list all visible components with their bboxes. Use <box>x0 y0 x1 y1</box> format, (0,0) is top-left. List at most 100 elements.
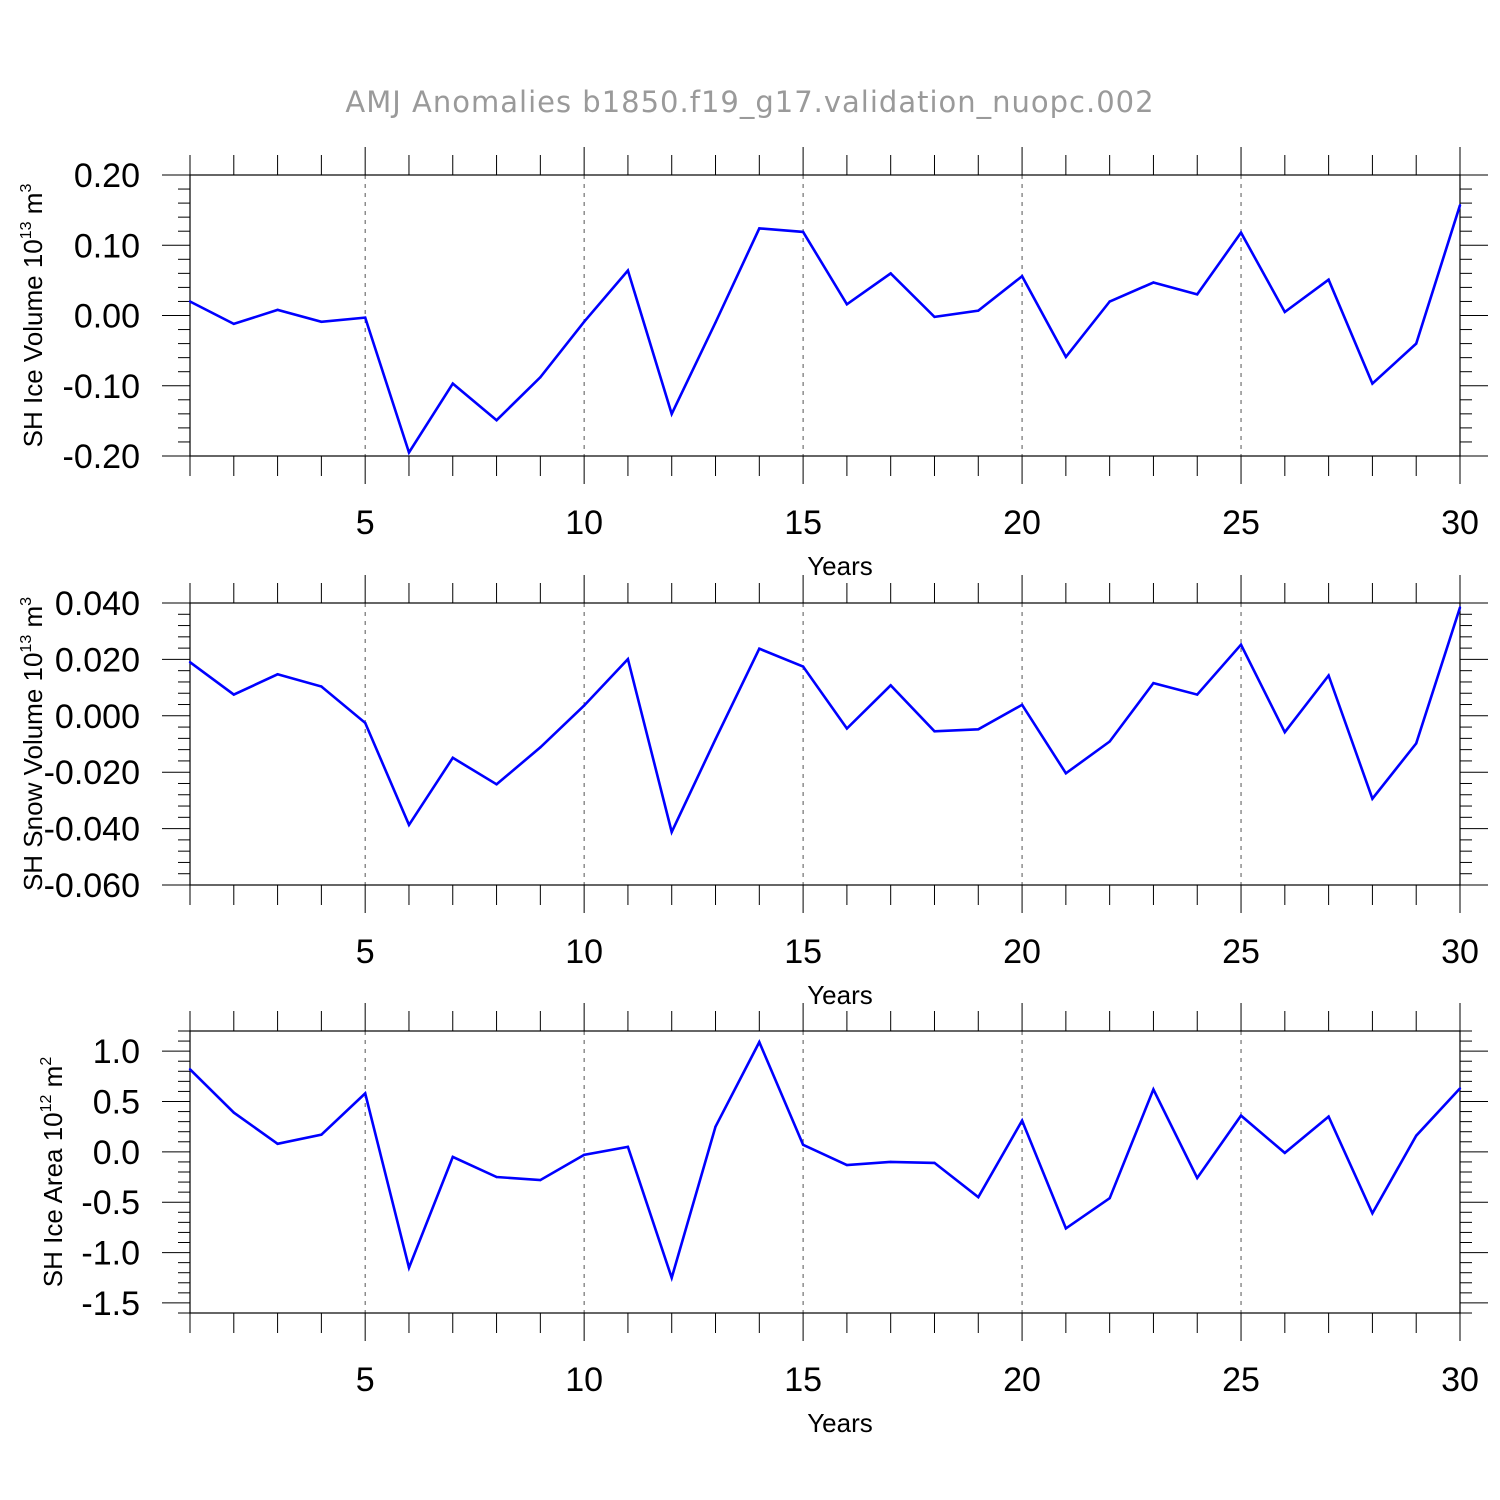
y-tick-label: -0.060 <box>44 867 140 905</box>
data-point <box>845 727 849 730</box>
data-point <box>1458 1087 1462 1090</box>
data-point <box>363 721 367 725</box>
x-tick-label: 20 <box>1003 1361 1041 1399</box>
data-point <box>320 1133 323 1136</box>
x-tick-label: 30 <box>1441 1361 1479 1399</box>
x-tick-label: 15 <box>784 933 822 971</box>
x-tick-label: 5 <box>356 933 375 971</box>
y-tick-label: -0.020 <box>44 754 140 792</box>
data-point <box>582 320 586 324</box>
x-tick-label: 25 <box>1222 1361 1260 1399</box>
data-point <box>276 1142 279 1146</box>
data-point <box>714 1125 717 1128</box>
data-point <box>670 1276 673 1279</box>
data-point <box>1239 231 1243 234</box>
data-point <box>714 321 717 324</box>
data-point <box>1064 1227 1068 1230</box>
data-point <box>363 316 367 319</box>
data-point <box>320 320 323 324</box>
data-point <box>1152 681 1155 685</box>
series-line <box>189 204 1462 456</box>
x-tick-label: 5 <box>356 1361 375 1399</box>
data-point <box>801 1143 805 1147</box>
data-point <box>188 661 192 664</box>
y-tick-label: 0.20 <box>74 157 140 195</box>
data-point <box>188 1068 192 1071</box>
figure-title: AMJ Anomalies b1850.f19_g17.validation_n… <box>345 85 1154 119</box>
data-point <box>670 412 673 416</box>
y-tick-label: 0.020 <box>55 641 140 679</box>
data-point <box>276 308 279 312</box>
data-point <box>1064 355 1068 359</box>
data-point <box>626 1145 630 1149</box>
x-tick-label: 20 <box>1003 933 1041 971</box>
plot-frame <box>189 602 1461 886</box>
data-point <box>1108 300 1111 303</box>
x-tick-label: 30 <box>1441 933 1479 971</box>
data-point <box>1020 274 1024 278</box>
data-point <box>933 1161 936 1165</box>
data-point <box>582 1153 586 1157</box>
chart-panel-2: 5 10 15 20 25 30 Years -0.060 -0.040 -0.020 0.000 0… <box>18 575 1488 1010</box>
x-axis-title: Years <box>807 980 873 1010</box>
data-point <box>232 1111 235 1114</box>
data-point <box>1371 1212 1374 1215</box>
data-point <box>451 756 454 760</box>
data-point <box>232 322 235 326</box>
y-axis-title: SH Ice Area 1012 m2 <box>38 1057 68 1288</box>
x-tick-label: 25 <box>1222 504 1260 542</box>
data-point <box>539 376 542 379</box>
data-point <box>407 451 411 454</box>
x-tick-label: 10 <box>565 504 603 542</box>
data-point <box>1239 1114 1243 1117</box>
data-point <box>539 1178 542 1182</box>
y-tick-label: 1.0 <box>93 1033 140 1071</box>
data-point <box>1415 742 1418 745</box>
data-point <box>889 684 892 687</box>
data-point <box>1196 693 1199 696</box>
data-point <box>1108 740 1111 743</box>
x-axis-title: Years <box>807 1408 873 1438</box>
data-point <box>758 647 761 650</box>
data-point <box>977 309 980 312</box>
data-point <box>1371 797 1374 800</box>
data-point <box>1327 674 1330 677</box>
data-point <box>1020 703 1024 707</box>
x-tick-label: 20 <box>1003 504 1041 542</box>
data-point <box>1327 1115 1330 1118</box>
data-point <box>1108 1196 1111 1200</box>
data-point <box>801 230 805 234</box>
x-tick-label: 30 <box>1441 504 1479 542</box>
data-point <box>977 1195 980 1199</box>
y-tick-label: -1.5 <box>81 1285 140 1323</box>
data-point <box>320 685 323 688</box>
series-line <box>189 607 1462 836</box>
data-point <box>1152 281 1155 284</box>
y-tick-label: 0.00 <box>74 298 140 336</box>
data-point <box>1283 730 1287 734</box>
data-point <box>626 269 630 272</box>
chart-panel-3: 5 10 15 20 25 30 Years -1.5 -1.0 -0.5 0.0 0.5 1.0 SH … <box>38 1003 1488 1438</box>
y-tick-label: 0.0 <box>93 1134 140 1172</box>
data-point <box>670 830 673 834</box>
data-point <box>845 303 849 306</box>
data-point <box>407 823 411 827</box>
data-point <box>714 738 717 741</box>
data-point <box>1458 606 1462 609</box>
data-point <box>495 1175 498 1179</box>
y-tick-label: 0.000 <box>55 698 140 736</box>
y-axis-title: SH Snow Volume 1013 m3 <box>18 597 48 891</box>
series-line <box>189 1039 1461 1283</box>
data-point <box>1283 310 1287 314</box>
y-tick-label: -0.10 <box>63 368 141 406</box>
data-point <box>1196 1176 1199 1180</box>
data-point <box>626 657 630 661</box>
data-point <box>232 693 235 696</box>
y-axis-title: SH Ice Volume 1013 m3 <box>18 184 48 448</box>
data-point <box>1371 382 1374 385</box>
data-point <box>933 315 936 319</box>
y-tick-label: -1.0 <box>81 1235 140 1273</box>
data-point <box>451 1155 454 1159</box>
